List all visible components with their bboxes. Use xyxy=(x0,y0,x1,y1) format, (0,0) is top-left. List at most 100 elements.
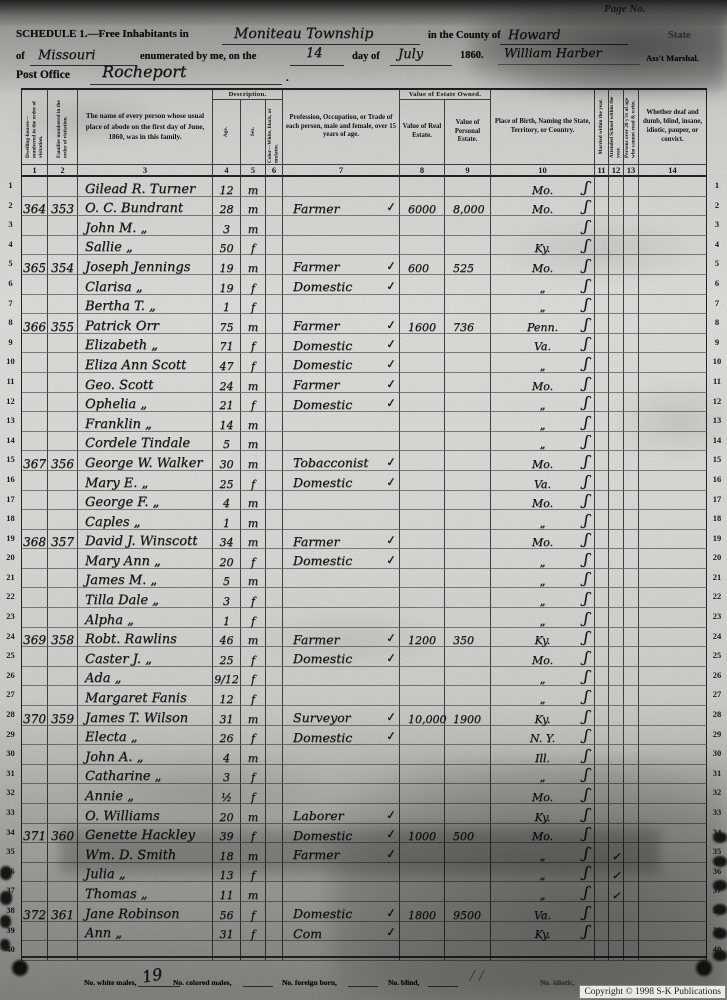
cell-family xyxy=(48,725,78,746)
scan-edge-blob xyxy=(713,928,727,939)
table-row: 7 Bertha T. „ 1 f „ ʃ 7 xyxy=(0,294,727,315)
cell-personal-estate: 350 xyxy=(445,627,491,648)
cell-dwelling: 364 xyxy=(22,196,48,217)
cell-dwelling xyxy=(22,412,48,432)
county-entry: Howard xyxy=(508,28,561,43)
cell-real-estate xyxy=(400,451,445,471)
cell-birthplace: Mo. ʃ xyxy=(491,372,595,393)
pen-flourish: ʃ xyxy=(582,882,590,902)
row-number-left: 7 xyxy=(0,294,22,315)
cell-occupation xyxy=(283,588,400,609)
cell-remarks xyxy=(639,294,707,315)
cell-name: Catharine „ xyxy=(78,764,213,785)
pen-flourish: ʃ xyxy=(582,510,590,529)
cell-sex: m xyxy=(241,510,266,530)
cell-dwelling xyxy=(22,274,48,295)
row-number-right: 1 xyxy=(714,180,720,190)
cell-occupation: Domestic ✓ xyxy=(283,470,400,491)
page-no-text: Page No. xyxy=(604,3,646,15)
cell-remarks xyxy=(639,804,707,824)
cell-school xyxy=(609,177,624,197)
cell-birthplace: „ ʃ xyxy=(491,882,595,902)
row-number-left: 26 xyxy=(0,666,22,687)
cell-occupation: Farmer ✓ xyxy=(283,255,400,275)
table-row: 34 371 360 Genette Hackley 39 f Domestic ✓ 1000 5… xyxy=(0,823,727,844)
cell-sex: f xyxy=(241,392,266,413)
column-header-age: Age. xyxy=(213,100,241,165)
pen-flourish: ʃ xyxy=(582,197,590,216)
cell-remarks xyxy=(639,274,707,295)
pen-flourish: ʃ xyxy=(582,726,590,745)
cell-cannot-read xyxy=(624,745,639,765)
table-row: 14 Cordele Tindale 5 m „ ʃ 14 xyxy=(0,431,727,452)
cell-real-estate xyxy=(400,764,445,785)
cell-sex: m xyxy=(241,451,266,471)
column-header-color: Color—White, black, or mulatto. xyxy=(266,100,283,165)
cell-family xyxy=(48,294,78,315)
cell-family xyxy=(48,804,78,824)
pen-flourish: ʃ xyxy=(582,373,590,392)
cell-remarks xyxy=(639,392,707,413)
cell-color xyxy=(266,745,283,765)
cell-name: Ann „ xyxy=(78,921,213,942)
colored-males-underline xyxy=(243,972,273,987)
cell-family xyxy=(48,510,78,530)
cell-dwelling xyxy=(22,333,48,354)
cell-sex: m xyxy=(241,314,266,334)
cell-family xyxy=(48,412,78,432)
copyright-notice: Copyright © 1998 S-K Publications xyxy=(579,985,726,999)
cell-school xyxy=(609,196,624,217)
cell-age: 18 xyxy=(213,843,241,863)
row-number-right: 3 xyxy=(714,219,720,230)
column-header-label: Whether deaf and dumb, blind, insane, id… xyxy=(642,109,703,143)
cell-occupation: Domestic ✓ xyxy=(283,901,400,922)
cell-occupation: Domestic ✓ xyxy=(283,725,400,746)
post-office-entry: Rocheport xyxy=(102,62,187,81)
cell-family: 360 xyxy=(48,823,78,844)
cell-personal-estate xyxy=(445,431,491,452)
row-number-left: 5 xyxy=(0,255,22,275)
cell-birthplace: Va. ʃ xyxy=(491,901,595,922)
cell-school xyxy=(609,333,624,354)
row-number-left: 23 xyxy=(0,608,22,628)
cell-cannot-read xyxy=(624,823,639,844)
cell-age: 19 xyxy=(213,274,241,295)
cell-name: Wm. D. Smith xyxy=(78,843,213,863)
cell-color xyxy=(266,901,283,922)
cell-sex: m xyxy=(241,882,266,902)
cell-remarks xyxy=(639,706,707,726)
check-mark: ✓ xyxy=(385,395,397,411)
cell-school xyxy=(609,412,624,432)
cell-occupation xyxy=(283,608,400,628)
cell-color xyxy=(266,666,283,687)
column-header-label: Sex. xyxy=(249,127,256,137)
cell-birthplace: „ ʃ xyxy=(491,686,595,707)
cell-married xyxy=(595,549,609,569)
table-row: 3 John M. „ 3 m ʃ 3 xyxy=(0,216,727,236)
cell-school xyxy=(609,353,624,373)
cell-birthplace: „ ʃ xyxy=(491,588,595,609)
row-number-left: 1 xyxy=(0,177,22,197)
row-number-left: 25 xyxy=(0,647,22,667)
cell-sex: m xyxy=(241,706,266,726)
scan-edge-blob xyxy=(0,915,11,928)
cell-personal-estate xyxy=(445,764,491,785)
cell-family xyxy=(48,921,78,942)
cell-occupation: Domestic ✓ xyxy=(283,647,400,667)
cell-personal-estate: 9500 xyxy=(445,901,491,922)
row-number-right: 9 xyxy=(714,336,720,347)
cell-family xyxy=(48,177,78,197)
cell-married xyxy=(595,843,609,863)
column-number: 12 xyxy=(609,165,624,177)
cell-age: 20 xyxy=(213,549,241,569)
column-header-label: Married within the year. xyxy=(598,99,605,155)
cell-occupation xyxy=(283,490,400,511)
cell-color xyxy=(266,235,283,256)
cell-dwelling xyxy=(22,686,48,707)
cell-name: Mary Ann „ xyxy=(78,549,213,569)
cell-personal-estate xyxy=(445,568,491,589)
cell-age: 14 xyxy=(213,412,241,432)
pen-flourish: ʃ xyxy=(582,804,590,823)
